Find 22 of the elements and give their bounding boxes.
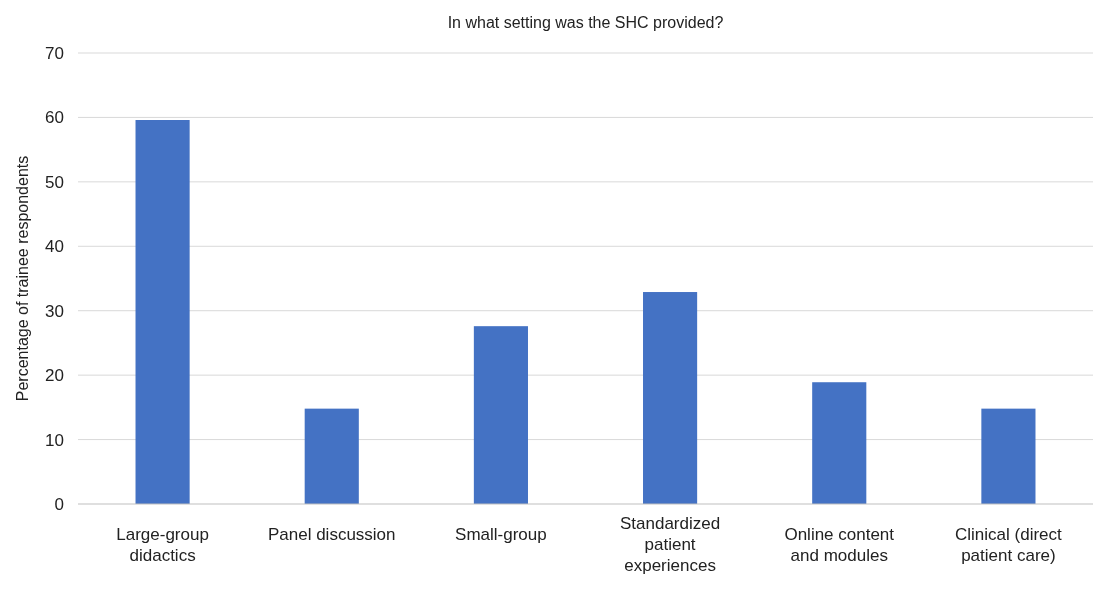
bar — [981, 408, 1036, 504]
x-tick-label: Clinical (direct patient care) — [955, 525, 1063, 565]
bar — [304, 408, 359, 504]
x-tick-label: Standardized patient experiences — [619, 514, 721, 575]
y-tick-label: 30 — [45, 301, 64, 321]
x-tick-label: Large-group didactics — [116, 525, 209, 565]
bar — [135, 120, 190, 504]
x-tick-label: Panel discussion — [267, 525, 396, 544]
y-tick-label: 40 — [45, 237, 64, 257]
y-tick-label: 50 — [45, 172, 64, 192]
y-tick-label: 60 — [45, 108, 64, 128]
x-tick-label: Online content and modules — [784, 525, 895, 565]
y-tick-label: 10 — [45, 430, 64, 450]
bar — [473, 326, 528, 504]
bar — [812, 382, 867, 504]
y-tick-label: 20 — [45, 366, 64, 386]
bar — [643, 292, 698, 504]
y-tick-label: 0 — [54, 494, 64, 514]
chart-title: In what setting was the SHC provided? — [447, 14, 724, 31]
y-axis-title: Percentage of trainee respondents — [14, 155, 31, 402]
y-tick-label: 70 — [45, 43, 64, 63]
x-tick-label: Small-group — [455, 525, 547, 544]
